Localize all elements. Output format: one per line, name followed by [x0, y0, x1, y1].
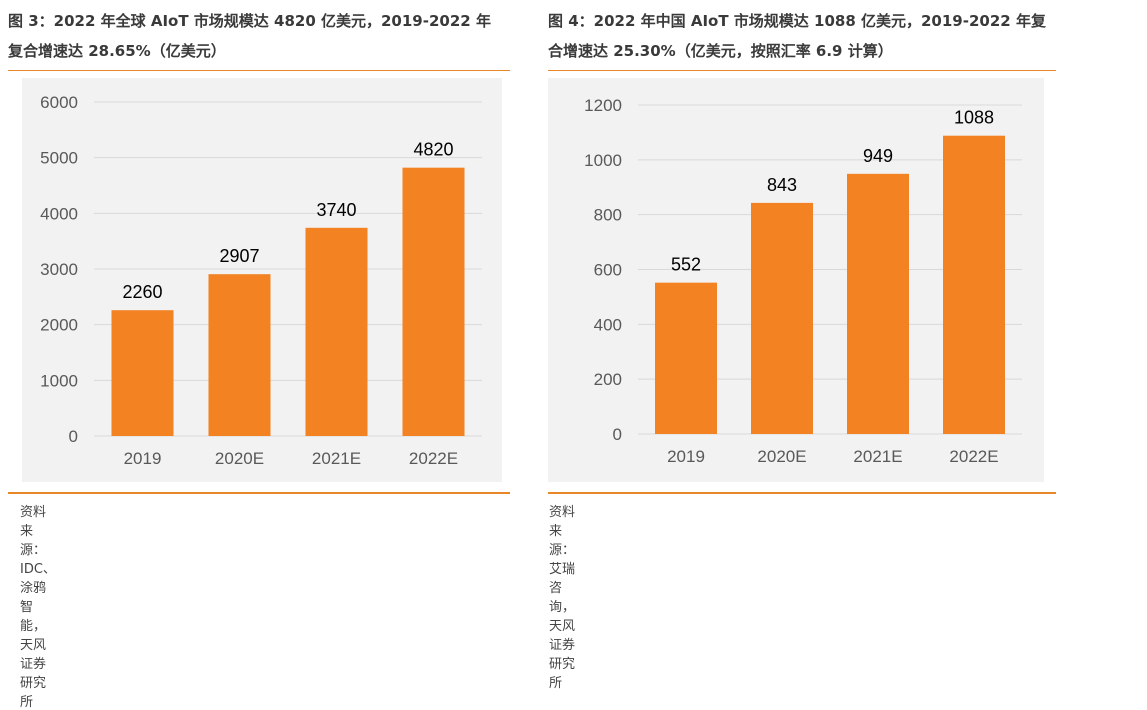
y-tick-label: 4000	[40, 204, 78, 223]
x-tick-label: 2020E	[215, 449, 264, 468]
y-tick-label: 200	[594, 370, 622, 389]
bar-chart-china: 0 200 400 600 800 1000 1200 552 2019 843 2020E 949 2…	[584, 96, 1022, 466]
bar	[847, 173, 909, 434]
x-tick-label: 2021E	[312, 449, 361, 468]
bar-chart-global: 0 1000 2000 3000 4000 5000 6000 2260 2019 2907 202…	[40, 93, 482, 468]
data-label: 2907	[219, 246, 259, 266]
x-tick-label: 2022E	[949, 447, 998, 466]
bar	[751, 202, 813, 434]
y-tick-label: 6000	[40, 93, 78, 112]
y-tick-label: 0	[69, 427, 78, 446]
y-tick-label: 800	[594, 206, 622, 225]
figure-title-line1: 图 4：2022 年中国 AIoT 市场规模达 1088 亿美元，2019-20…	[548, 12, 1046, 30]
figure-title: 图 3：2022 年全球 AIoT 市场规模达 4820 亿美元，2019-20…	[8, 6, 508, 66]
figure-title-line2: 合增速达 25.30%（亿美元，按照汇率 6.9 计算）	[548, 42, 893, 60]
y-tick-label: 5000	[40, 149, 78, 168]
x-tick-label: 2021E	[853, 447, 902, 466]
data-label: 552	[671, 255, 701, 275]
bar	[208, 274, 271, 436]
y-tick-label: 400	[594, 315, 622, 334]
y-tick-label: 1000	[584, 151, 622, 170]
y-tick-label: 3000	[40, 260, 78, 279]
x-tick-label: 2022E	[409, 449, 458, 468]
bar	[943, 135, 1005, 434]
data-label: 2260	[122, 282, 162, 302]
y-tick-label: 2000	[40, 316, 78, 335]
title-divider	[548, 70, 1056, 71]
source-note: 资料来源：艾瑞咨询，天风证券研究所	[549, 505, 576, 691]
source-note: 资料来源：IDC、涂鸦智能，天风证券研究所	[20, 505, 56, 710]
figure-title: 图 4：2022 年中国 AIoT 市场规模达 1088 亿美元，2019-20…	[548, 6, 1053, 66]
figure-title-line2: 复合增速达 28.65%（亿美元）	[8, 42, 226, 60]
data-label: 949	[863, 146, 893, 166]
bar	[111, 310, 174, 436]
chart-area: 0 200 400 600 800 1000 1200 552 2019 843 2020E 949 2…	[548, 78, 1044, 482]
y-tick-label: 1200	[584, 96, 622, 115]
chart-area: 0 1000 2000 3000 4000 5000 6000 2260 2019 2907 202…	[22, 78, 502, 482]
x-tick-label: 2020E	[757, 447, 806, 466]
bar	[305, 227, 368, 436]
bar	[655, 282, 717, 434]
y-tick-label: 0	[613, 425, 622, 444]
bar	[402, 167, 465, 436]
x-tick-label: 2019	[667, 447, 705, 466]
data-label: 3740	[316, 200, 356, 220]
y-tick-label: 600	[594, 261, 622, 280]
x-tick-label: 2019	[124, 449, 162, 468]
title-divider	[8, 70, 510, 71]
data-label: 843	[767, 175, 797, 195]
data-label: 1088	[954, 108, 994, 128]
y-tick-label: 1000	[40, 371, 78, 390]
source-divider	[8, 492, 510, 494]
source-divider	[548, 492, 1056, 494]
figure-title-line1: 图 3：2022 年全球 AIoT 市场规模达 4820 亿美元，2019-20…	[8, 12, 491, 30]
data-label: 4820	[413, 140, 453, 160]
